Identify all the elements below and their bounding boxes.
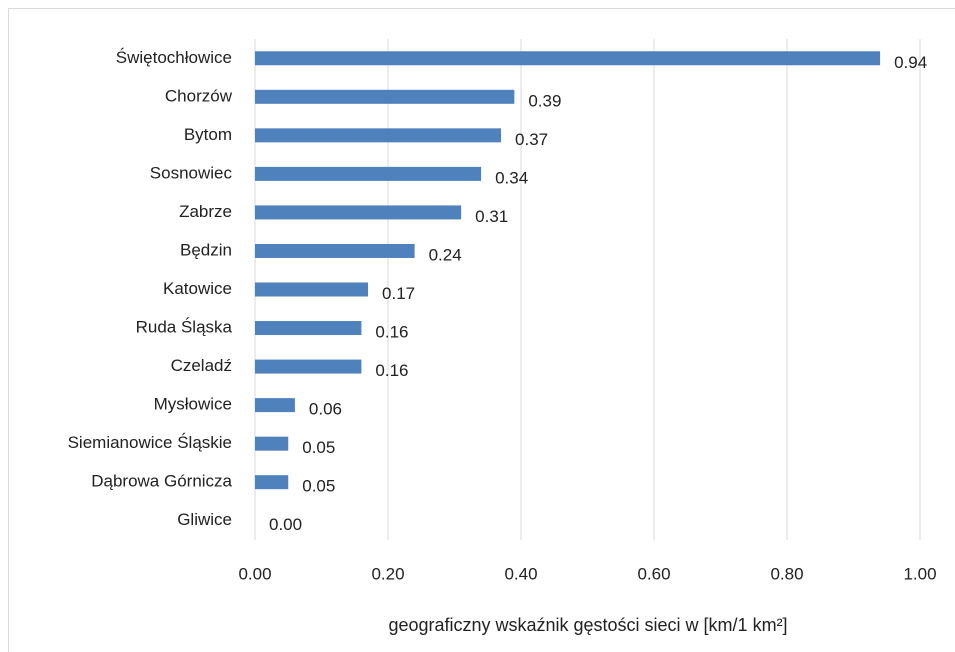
y-tick-label: Dąbrowa Górnicza	[91, 472, 232, 491]
x-tick-label: 0.80	[770, 564, 803, 583]
bar	[255, 51, 881, 66]
data-label: 0.24	[429, 245, 462, 264]
y-tick-label: Zabrze	[179, 202, 232, 221]
bar	[255, 359, 362, 374]
data-label: 0.05	[302, 438, 335, 457]
x-tick-label: 0.20	[371, 564, 404, 583]
y-tick-label: Gliwice	[177, 510, 232, 529]
y-tick-label: Sosnowiec	[150, 163, 233, 182]
data-label: 0.16	[375, 361, 408, 380]
y-tick-label: Mysłowice	[154, 395, 232, 414]
bar	[255, 436, 289, 451]
bar	[255, 475, 289, 490]
data-label: 0.94	[894, 53, 927, 72]
data-label: 0.05	[302, 477, 335, 496]
bar	[255, 243, 415, 258]
data-label: 0.16	[375, 323, 408, 342]
y-tick-label: Katowice	[163, 279, 232, 298]
y-tick-label: Czeladź	[171, 356, 232, 375]
bar	[255, 128, 502, 143]
bar	[255, 321, 362, 336]
bar	[255, 89, 515, 104]
y-tick-label: Ruda Śląska	[136, 318, 233, 337]
data-label: 0.31	[475, 207, 508, 226]
bar	[255, 166, 482, 181]
data-label: 0.00	[269, 515, 302, 534]
y-tick-label: Będzin	[180, 240, 232, 259]
data-label: 0.34	[495, 168, 528, 187]
x-axis-title: geograficzny wskaźnik gęstości sieci w […	[388, 615, 787, 635]
data-label: 0.39	[528, 91, 561, 110]
x-tick-label: 0.00	[238, 564, 271, 583]
data-label: 0.06	[309, 400, 342, 419]
bar	[255, 205, 462, 220]
y-tick-label: Siemianowice Śląskie	[68, 433, 232, 452]
bar	[255, 398, 295, 413]
chart-border	[8, 8, 955, 652]
data-label: 0.17	[382, 284, 415, 303]
x-tick-label: 0.60	[637, 564, 670, 583]
bar	[255, 282, 369, 297]
data-label: 0.37	[515, 130, 548, 149]
y-tick-label: Bytom	[184, 125, 232, 144]
x-tick-label: 0.40	[504, 564, 537, 583]
x-tick-label: 1.00	[903, 564, 936, 583]
y-tick-label: Chorzów	[165, 86, 233, 105]
y-tick-label: Świętochłowice	[116, 48, 232, 67]
